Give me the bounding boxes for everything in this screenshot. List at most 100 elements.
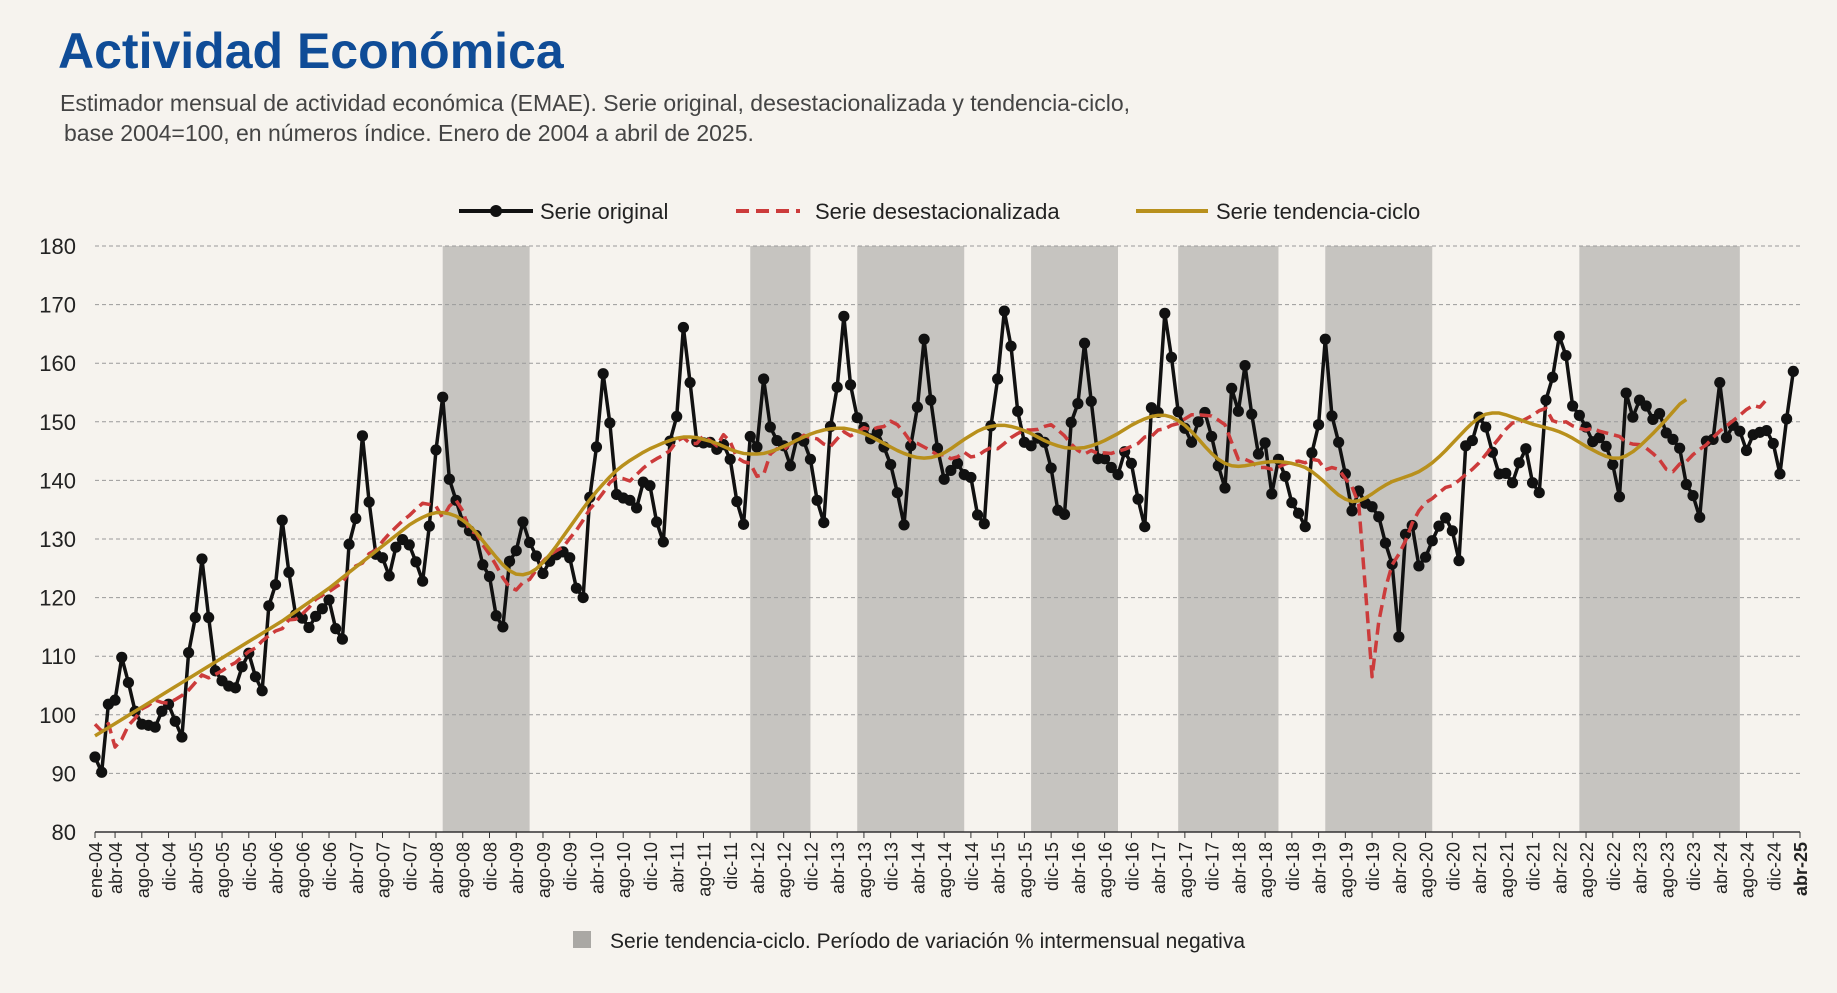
x-tick-label: ago-24	[1738, 842, 1758, 898]
subtitle-line-2: base 2004=100, en números índice. Enero …	[64, 120, 754, 146]
y-tick-label: 80	[52, 820, 76, 845]
series-original-point	[1139, 521, 1151, 533]
x-tick-label: ago-10	[614, 842, 634, 898]
x-tick-label: dic-19	[1363, 842, 1383, 891]
legend-label-shade: Serie tendencia-ciclo. Período de variac…	[610, 930, 1245, 953]
legend-original-marker	[490, 205, 502, 217]
series-original-point	[1760, 424, 1773, 437]
series-original-point	[918, 333, 930, 345]
series-original-point	[229, 682, 242, 694]
series-original-point	[1506, 477, 1519, 489]
series-original-point	[1513, 457, 1525, 469]
series-original-point	[871, 426, 883, 438]
series-original-point	[236, 661, 248, 673]
series-original-point	[1607, 458, 1619, 471]
series-original-point	[1680, 478, 1692, 491]
series-original-point	[1667, 433, 1679, 445]
series-original-point	[330, 623, 342, 635]
x-tick-label: abr-14	[908, 842, 928, 894]
series-original-point	[176, 731, 188, 743]
y-tick-label: 170	[39, 293, 76, 318]
series-original-point	[1687, 490, 1699, 502]
series-original-point	[256, 685, 268, 697]
series-original-point	[1547, 371, 1559, 383]
x-tick-label: abr-07	[347, 842, 367, 894]
series-original-point	[1526, 477, 1539, 489]
series-original-point	[1714, 376, 1726, 389]
series-original-point	[1206, 430, 1218, 443]
series-original-point	[1185, 436, 1198, 448]
series-original-point	[276, 514, 288, 526]
x-tick-label: ago-11	[694, 842, 714, 897]
series-original-point	[1058, 508, 1071, 520]
x-tick-labels: ene-04 abr-04 ago-04 dic-04 abr-05 ago-05 dic-…	[86, 832, 1811, 898]
x-tick-label: ago-13	[855, 842, 875, 898]
series-tendencia-ciclo-line	[94, 398, 1688, 738]
legend-shade-swatch	[573, 931, 591, 948]
series-original-point	[443, 473, 455, 485]
series-original-point	[269, 579, 282, 591]
series-original-point	[898, 519, 910, 531]
series-original-point	[731, 495, 743, 508]
series-original-point	[1627, 411, 1639, 423]
series-original-point	[483, 570, 496, 583]
x-tick-label: ago-07	[374, 842, 394, 898]
series-original-point	[564, 552, 576, 564]
series-original-point	[811, 494, 823, 506]
series-original-point	[1426, 535, 1438, 547]
series-original-point	[1085, 395, 1097, 407]
series-original-point	[303, 621, 315, 634]
series-original-point	[1533, 487, 1545, 499]
page-subtitle: Estimador mensual de actividad económica…	[60, 88, 1260, 148]
series-original-point	[630, 502, 643, 514]
x-tick-label: ago-16	[1096, 842, 1116, 898]
series-original-point	[1613, 491, 1626, 503]
series-original-point	[1620, 387, 1632, 399]
x-tick-label: abr-25	[1791, 842, 1811, 896]
y-tick-label: 140	[39, 468, 76, 493]
x-tick-label: abr-04	[106, 842, 126, 894]
series-original-point	[844, 379, 857, 391]
series-original-point	[1159, 307, 1171, 319]
series-original-point	[1453, 555, 1465, 567]
x-tick-label: ago-23	[1657, 842, 1677, 898]
series-original-point	[390, 541, 402, 553]
series-original-point	[1781, 413, 1793, 425]
x-tick-label: dic-05	[240, 842, 260, 891]
series-original-point	[784, 460, 796, 472]
series-original-point	[965, 471, 977, 484]
x-tick-label: dic-16	[1122, 842, 1142, 891]
series-original-point	[1072, 398, 1084, 410]
x-tick-label: dic-21	[1524, 842, 1544, 891]
x-tick-label: dic-12	[801, 842, 821, 891]
y-tick-label: 150	[39, 410, 76, 435]
series-original-point	[604, 417, 616, 429]
series-original-point	[323, 594, 335, 606]
series-original-point	[744, 430, 756, 443]
series-original-point	[350, 512, 362, 525]
x-tick-label: abr-18	[1229, 842, 1249, 894]
x-tick-label: dic-18	[1283, 842, 1303, 891]
series-original-point	[263, 600, 275, 612]
x-tick-label: dic-08	[480, 842, 500, 891]
series-original-point	[905, 440, 917, 452]
x-tick-label: dic-15	[1042, 842, 1062, 891]
series-original-point	[524, 536, 536, 549]
x-tick-label: ene-04	[86, 842, 106, 898]
series-original-point	[737, 518, 750, 530]
legend-label-tendencia: Serie tendencia-ciclo	[1216, 199, 1420, 224]
series-original-point	[764, 421, 776, 433]
x-tick-label: dic-09	[561, 842, 581, 891]
series-original-point	[1306, 447, 1318, 459]
series-original-point	[978, 518, 990, 530]
series-original-point	[1640, 400, 1652, 412]
series-original-point	[356, 430, 369, 442]
series-original-point	[1440, 512, 1452, 524]
x-tick-label: ago-06	[293, 842, 313, 898]
series-original-point	[1125, 457, 1137, 470]
series-original-point	[831, 381, 843, 393]
series-original-point	[925, 394, 937, 406]
series-original-point	[838, 310, 850, 322]
series-original-point	[196, 553, 208, 565]
series-original-point	[570, 582, 583, 594]
